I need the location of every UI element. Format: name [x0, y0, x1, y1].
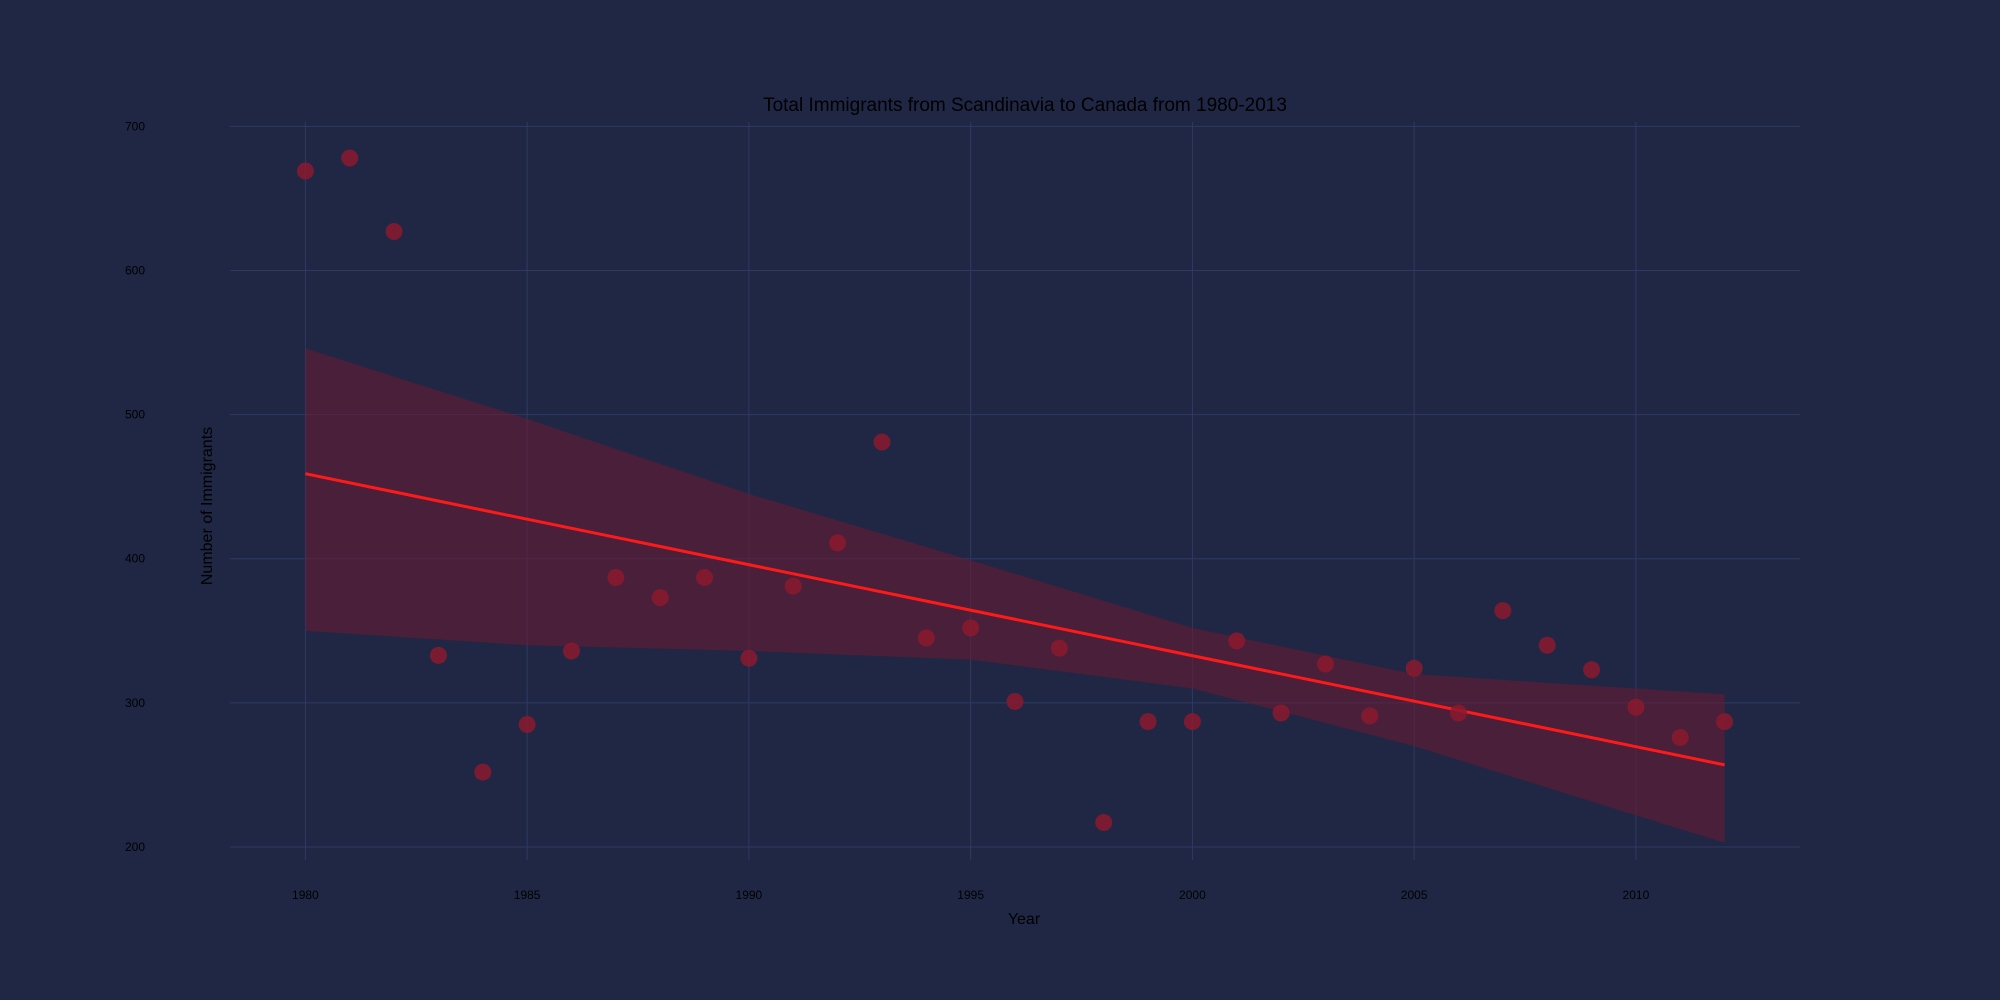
- data-point: [429, 646, 447, 664]
- data-point: [1538, 636, 1556, 654]
- data-point: [1006, 692, 1024, 710]
- x-tick-label: 2005: [1401, 888, 1428, 902]
- data-point: [1450, 704, 1468, 722]
- data-point: [1316, 655, 1334, 673]
- data-point: [784, 577, 802, 595]
- data-point: [740, 649, 758, 667]
- x-tick-label: 1980: [292, 888, 319, 902]
- data-point: [1050, 639, 1068, 657]
- y-tick-label: 400: [125, 552, 145, 566]
- data-point: [607, 568, 625, 586]
- data-point: [917, 629, 935, 647]
- data-point: [474, 763, 492, 781]
- data-point: [1095, 814, 1113, 832]
- data-point: [1405, 659, 1423, 677]
- regression-line: [305, 472, 1725, 767]
- data-point: [296, 162, 314, 180]
- chart-title: Total Immigrants from Scandinavia to Can…: [763, 95, 1287, 116]
- y-tick-label: 600: [125, 263, 145, 277]
- data-point: [962, 619, 980, 637]
- x-tick-label: 1985: [514, 888, 541, 902]
- data-point: [1228, 632, 1246, 650]
- data-point: [1716, 713, 1734, 731]
- data-point: [385, 223, 403, 241]
- data-point: [518, 716, 536, 734]
- data-points: [296, 149, 1734, 832]
- x-tick-label: 1995: [957, 888, 984, 902]
- data-point: [696, 568, 714, 586]
- x-tick-label: 2010: [1623, 888, 1650, 902]
- data-point: [1139, 713, 1157, 731]
- data-point: [1494, 602, 1512, 620]
- data-point: [562, 642, 580, 660]
- x-axis-label: Year: [1008, 911, 1041, 928]
- y-tick-label: 300: [125, 696, 145, 710]
- data-point: [1671, 728, 1689, 746]
- data-point: [873, 433, 891, 451]
- tick-labels: 200 300 400 500 600 700 1980 1985 1990 1995 2000 20…: [125, 119, 1650, 902]
- data-point: [1627, 698, 1645, 716]
- y-tick-label: 200: [125, 840, 145, 854]
- data-point: [829, 534, 847, 552]
- data-point: [1272, 704, 1290, 722]
- data-point: [1361, 707, 1379, 725]
- x-tick-label: 2000: [1179, 888, 1206, 902]
- data-point: [341, 149, 359, 167]
- y-tick-label: 500: [125, 408, 145, 422]
- x-tick-label: 1990: [736, 888, 763, 902]
- y-tick-label: 700: [125, 119, 145, 133]
- y-axis-label: Number of Immigrants: [199, 427, 216, 585]
- regression-line-layer: [305, 472, 1725, 767]
- data-point: [1183, 713, 1201, 731]
- data-point: [651, 589, 669, 607]
- data-point: [1583, 661, 1601, 679]
